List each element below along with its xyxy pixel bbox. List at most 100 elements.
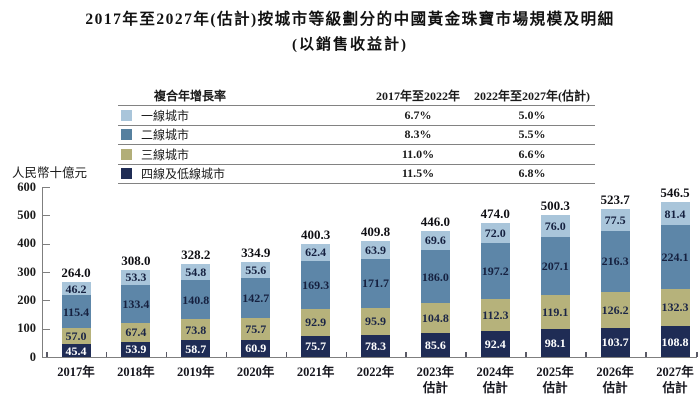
x-axis-tick-mark <box>645 352 647 357</box>
y-axis-tick-mark <box>43 328 50 330</box>
bar-segment-value: 126.2 <box>601 302 629 317</box>
bar-segment-value: 60.9 <box>245 341 267 356</box>
x-axis-end-tick-mark <box>696 352 698 357</box>
y-axis-tick-label: 400 <box>17 236 36 251</box>
bar-segment-value: 72.0 <box>484 225 506 240</box>
bar-segment-value: 224.1 <box>661 249 689 264</box>
bar-total-label: 500.3 <box>540 198 570 214</box>
bar-segment-value: 75.7 <box>245 322 267 336</box>
legend-header-period-1: 2017年至2022年 <box>375 89 460 103</box>
bar-segment: 85.6 <box>420 332 450 357</box>
bar-segment-value: 197.2 <box>481 264 509 279</box>
bar-segment-value: 85.6 <box>424 337 446 352</box>
legend-rows: 一線城市 6.7% 5.0% 二線城市 8.3% 5.5% 三線城市 11.0% 6.6% 四線及… <box>118 105 595 184</box>
x-axis-label: 2022年 <box>356 365 395 379</box>
bar-segment-value: 53.9 <box>125 342 147 357</box>
bar-segment: 132.3 <box>660 288 690 327</box>
bar-segment: 58.7 <box>181 340 211 357</box>
bar-segment: 171.7 <box>361 258 390 308</box>
legend-tier-cell: 四線及低線城市 <box>118 165 367 182</box>
x-axis-tick-mark <box>46 352 48 357</box>
bar-segment-value: 108.8 <box>661 334 689 349</box>
bar-total-label: 446.0 <box>420 213 451 229</box>
bar-segment: 112.3 <box>480 299 510 331</box>
x-axis-tick-mark <box>465 352 467 357</box>
bar-total-label: 264.0 <box>61 265 91 281</box>
bar-segment-value: 63.9 <box>365 242 386 257</box>
bar-segment-value: 142.7 <box>242 291 270 306</box>
bar-segment-value: 76.0 <box>544 219 566 233</box>
bar-segment: 119.1 <box>540 295 570 330</box>
legend-cagr-2022-2027: 6.6% <box>518 146 546 161</box>
bar-segment: 169.3 <box>301 261 331 310</box>
y-axis-tick-mark <box>43 300 50 302</box>
bar-segment-value: 103.7 <box>601 335 629 350</box>
bar-segment: 186.0 <box>420 250 450 304</box>
bar-segment: 115.4 <box>61 295 91 328</box>
bar-segment: 57.0 <box>61 327 91 345</box>
bar-segment-value: 216.3 <box>601 254 629 269</box>
bar-segment: 53.3 <box>121 269 151 285</box>
y-axis-tick-label: 500 <box>17 207 36 222</box>
x-axis-line <box>42 357 697 358</box>
x-axis-tick-mark <box>105 352 108 357</box>
legend-tier-label: 一線城市 <box>141 108 190 123</box>
legend-header-period-2: 2022年至2027年(估計) <box>474 89 590 103</box>
x-axis-label: 2017年 <box>57 365 95 379</box>
x-axis-label: 2018年 <box>117 365 155 379</box>
bar-segment-value: 92.9 <box>305 315 327 330</box>
bar-segment-value: 62.4 <box>305 245 327 260</box>
bar-segment: 60.9 <box>241 339 271 357</box>
bar-segment-value: 54.8 <box>185 264 207 279</box>
x-axis-tick-mark <box>585 352 587 357</box>
bar-segment-value: 186.0 <box>421 269 449 284</box>
x-axis-tick-mark <box>165 352 168 357</box>
bar-segment: 197.2 <box>480 243 510 299</box>
bar-segment-value: 119.1 <box>542 305 569 320</box>
legend-row-4: 四線及低線城市 11.5% 6.8% <box>118 163 595 184</box>
bar-segment-value: 207.1 <box>541 259 569 274</box>
x-axis-tick-mark <box>225 352 228 357</box>
chart-title: 2017年至2027年(估計)按城市等級劃分的中國黃金珠寶市場規模及明細 <box>85 11 615 28</box>
x-axis-label: 2027年 估計 <box>656 365 694 396</box>
bar-segment-value: 58.7 <box>185 341 207 356</box>
bar-segment-value: 104.8 <box>421 310 449 325</box>
bar-segment-value: 112.3 <box>482 307 509 322</box>
bar-segment-value: 98.1 <box>544 336 566 351</box>
x-axis-label: 2023年 估計 <box>416 365 455 396</box>
bar-segment: 216.3 <box>600 230 630 292</box>
bar-total-label: 523.7 <box>600 191 630 207</box>
legend-tier-label: 四線及低線城市 <box>141 167 226 182</box>
x-axis-tick-mark <box>345 352 348 357</box>
bar-segment: 92.4 <box>480 330 510 357</box>
bar-segment: 207.1 <box>540 236 570 296</box>
legend-row-3: 三線城市 11.0% 6.6% <box>118 144 595 164</box>
legend-header-cagr: 複合年增長率 <box>154 89 227 103</box>
bar-segment-value: 81.4 <box>664 206 686 221</box>
bar-segment-value: 140.8 <box>182 292 210 307</box>
bar-segment-value: 133.4 <box>122 296 150 311</box>
bar-segment-value: 46.2 <box>65 281 87 296</box>
bar-segment-value: 132.3 <box>661 300 689 315</box>
bar-segment: 73.8 <box>181 319 211 341</box>
bar-segment: 95.9 <box>361 307 390 335</box>
bar-segment-value: 67.4 <box>125 325 147 340</box>
legend-cagr-2017-2022: 11.0% <box>401 146 435 161</box>
bar-segment-value: 92.4 <box>484 336 506 351</box>
bar-segment: 142.7 <box>241 277 271 319</box>
bar-segment: 72.0 <box>480 222 510 244</box>
bar-total-label: 308.0 <box>121 252 151 268</box>
y-axis-tick-mark <box>43 215 50 217</box>
bar-segment: 75.7 <box>301 335 331 357</box>
bar-segment-value: 75.7 <box>305 339 327 354</box>
bar-segment-value: 73.8 <box>185 322 207 337</box>
x-axis-label: 2021年 <box>296 365 335 379</box>
bar-segment: 108.8 <box>660 326 690 357</box>
bar-segment: 133.4 <box>121 284 151 323</box>
bar-segment-value: 69.6 <box>424 233 446 248</box>
y-axis-tick-mark <box>43 357 50 358</box>
bar-total-label: 546.5 <box>660 185 690 201</box>
bar-segment: 78.3 <box>361 334 390 357</box>
legend-tier-label: 三線城市 <box>141 147 190 162</box>
bar-segment: 104.8 <box>420 303 450 333</box>
